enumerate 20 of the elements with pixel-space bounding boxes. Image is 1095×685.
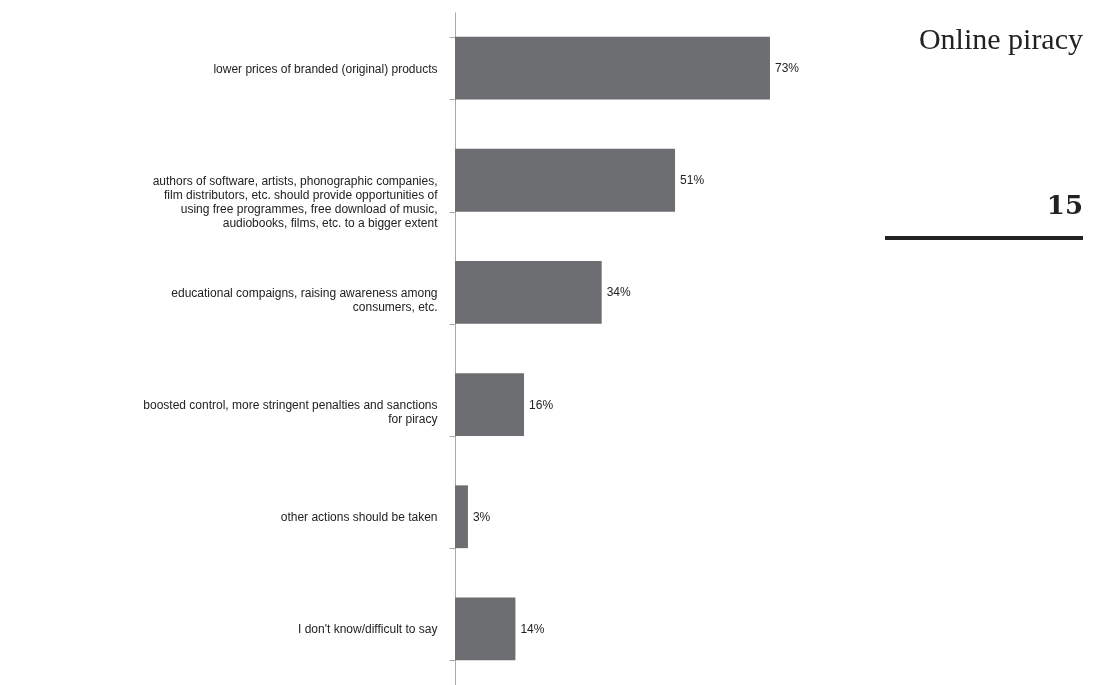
y-tick-label: lower prices of branded (original) products [213, 61, 438, 76]
y-tick-label: boosted control, more stringent penalties and sanctions for piracy [143, 398, 438, 427]
y-tick-label: authors of software, artists, phonographic companies, film distributors, etc. should provide opportunities of using free programmes, free download of music, audiobooks, films, etc. to a bigger extent [152, 173, 439, 230]
text: 15 [1046, 190, 1083, 220]
data-label: 34% [606, 285, 632, 300]
y-tick-label: I don't know/difficult to say [298, 622, 438, 637]
text: Online piracy [918, 22, 1083, 56]
y-tick-label: educational compaigns, raising awareness among consumers, etc. [171, 285, 438, 314]
bar [455, 373, 525, 436]
data-label: 73% [774, 61, 800, 76]
data-label: 3% [472, 509, 491, 524]
bar [455, 261, 602, 324]
data-label: 51% [680, 173, 705, 188]
data-label: 16% [529, 397, 554, 412]
bar [455, 148, 676, 212]
bar [455, 36, 770, 100]
bar [455, 485, 468, 549]
y-tick-label: other actions should be taken [280, 510, 438, 525]
data-label: 14% [520, 621, 545, 636]
bar [455, 597, 516, 661]
